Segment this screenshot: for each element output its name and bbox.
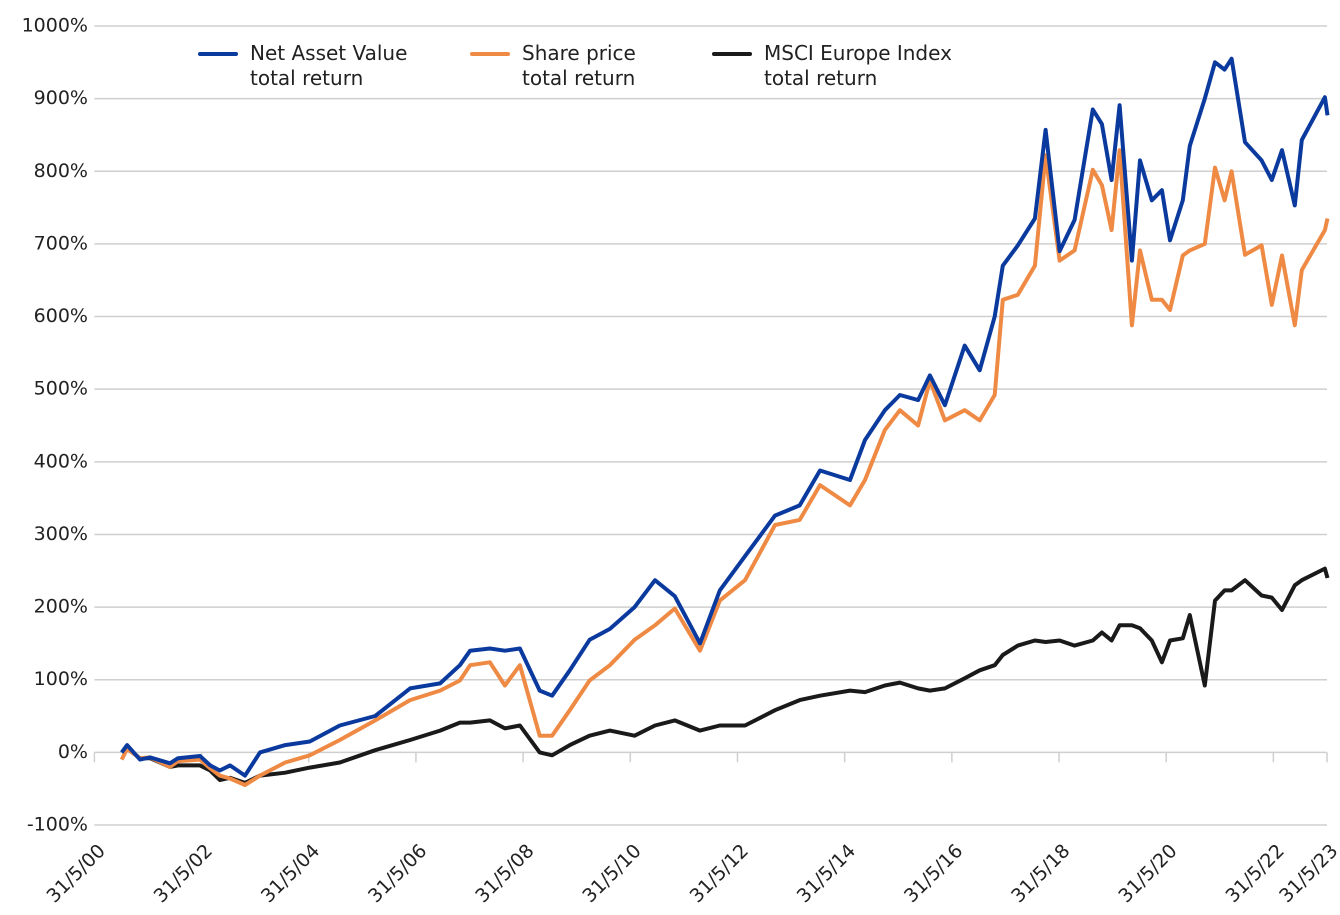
y-tick-label: 300% bbox=[34, 523, 88, 545]
y-tick-label: 600% bbox=[34, 305, 88, 327]
x-tick-label: 31/5/12 bbox=[686, 840, 753, 907]
x-tick-label: 31/5/16 bbox=[900, 840, 967, 907]
y-tick-label: 400% bbox=[34, 450, 88, 472]
y-tick-label: 0% bbox=[58, 741, 88, 763]
y-tick-label: 800% bbox=[34, 160, 88, 182]
series-line bbox=[120, 566, 1330, 785]
x-tick-label: 31/5/00 bbox=[42, 840, 109, 907]
legend-label: Net Asset Value total return bbox=[250, 41, 408, 90]
legend-label: Share price total return bbox=[522, 41, 636, 90]
legend-swatch bbox=[470, 52, 510, 56]
x-tick-label: 31/5/06 bbox=[364, 840, 431, 907]
legend-label: MSCI Europe Index total return bbox=[764, 41, 952, 90]
x-tick-label: 31/5/02 bbox=[150, 840, 217, 907]
x-tick-label: 31/5/14 bbox=[793, 840, 860, 907]
y-tick-label: -100% bbox=[27, 814, 88, 836]
legend-swatch bbox=[712, 52, 752, 56]
y-tick-label: 900% bbox=[34, 87, 88, 109]
y-tick-label: 100% bbox=[34, 668, 88, 690]
y-tick-label: 700% bbox=[34, 232, 88, 254]
y-tick-label: 200% bbox=[34, 596, 88, 618]
x-tick-label: 31/5/20 bbox=[1114, 840, 1181, 907]
series-line bbox=[120, 56, 1330, 778]
x-tick-label: 31/5/22 bbox=[1221, 840, 1288, 907]
x-tick-label: 31/5/10 bbox=[578, 840, 645, 907]
series-line bbox=[119, 148, 1330, 787]
legend-swatch bbox=[198, 52, 238, 56]
y-tick-label: 1000% bbox=[22, 15, 88, 37]
x-tick-label: 31/5/08 bbox=[471, 840, 538, 907]
y-tick-label: 500% bbox=[34, 378, 88, 400]
x-tick-label: 31/5/23 bbox=[1275, 840, 1340, 907]
x-tick-label: 31/5/04 bbox=[257, 840, 324, 907]
x-tick-label: 31/5/18 bbox=[1007, 840, 1074, 907]
